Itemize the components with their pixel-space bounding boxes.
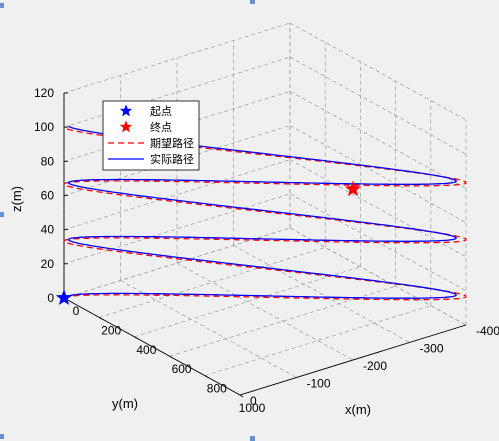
- y-tick-label: -400: [476, 324, 499, 338]
- gridline-z-left-wall: [63, 125, 291, 196]
- gridline-z-left-wall: [63, 56, 291, 128]
- gridline-z-back-wall: [289, 159, 467, 257]
- y-axis-label: y(m): [112, 396, 138, 411]
- series-line-expected-path: [63, 126, 467, 301]
- gridline-y-floor: [289, 227, 467, 326]
- floor-edge-right: [239, 324, 467, 396]
- x-axis-line: [63, 297, 241, 396]
- x-tick-label: 200: [101, 323, 121, 337]
- gridline-x-floor: [63, 227, 291, 299]
- gridline-y-floor: [233, 245, 410, 343]
- y-tick-label: 0: [250, 394, 257, 408]
- gridline-z-back-wall: [289, 91, 467, 189]
- legend-label: 终点: [150, 120, 172, 134]
- gridline-z-left-wall: [63, 159, 291, 231]
- start-point-marker: [55, 289, 73, 306]
- series-layer: [63, 125, 467, 301]
- resize-handle-top[interactable]: [250, 0, 255, 4]
- resize-handle-left[interactable]: [0, 212, 4, 217]
- legend-label: 起点: [150, 105, 172, 118]
- x-axis-label: x(m): [345, 402, 371, 417]
- z-tick-label: 0: [47, 291, 54, 305]
- y-tick-label: -200: [363, 359, 387, 373]
- gridline-x-floor: [204, 305, 431, 376]
- tick-labels: 020040060080010000-100-200-300-400020406…: [34, 86, 499, 415]
- gridline-x-floor: [99, 247, 326, 318]
- x-tick-label: 800: [207, 382, 227, 396]
- z-tick-label: 100: [34, 120, 54, 134]
- z-tick-label: 80: [41, 154, 55, 168]
- series-line-actual-path: [67, 125, 457, 299]
- gridline-z-left-wall: [63, 22, 291, 94]
- x-tick-label: 400: [136, 343, 156, 357]
- gridline-x-floor: [134, 266, 361, 338]
- x-tick-label: 600: [172, 362, 192, 376]
- z-tick-label: 40: [41, 223, 55, 237]
- x-tick-mark: [98, 317, 103, 320]
- legend-start-marker: [119, 104, 133, 117]
- x-tick-label: 0: [73, 304, 80, 318]
- x-tick-mark: [204, 375, 209, 378]
- end-point-marker: [344, 180, 362, 197]
- x-tick-mark: [169, 355, 173, 359]
- gridline-z-back-wall: [289, 22, 467, 121]
- legend-end-marker: [119, 120, 133, 133]
- z-tick-label: 120: [34, 86, 54, 100]
- resize-handle-bottom[interactable]: [250, 436, 255, 441]
- legend-label: 期望路径: [150, 137, 194, 150]
- markers-layer: [55, 180, 362, 306]
- gridline-y-floor: [176, 262, 354, 361]
- z-tick-label: 20: [41, 257, 55, 271]
- figure-resize-handles[interactable]: [0, 0, 255, 441]
- gridline-y-floor: [120, 280, 297, 378]
- z-tick-label: 60: [41, 189, 55, 203]
- resize-handle-bottom-left[interactable]: [0, 434, 4, 439]
- x-tick-mark: [239, 394, 244, 398]
- y-tick-label: -300: [420, 342, 444, 356]
- gridline-z-left-wall: [63, 193, 291, 265]
- x-tick-label: 1000: [239, 401, 266, 415]
- x-tick-mark: [134, 336, 138, 340]
- resize-handle-top-left[interactable]: [0, 3, 4, 8]
- legend-label: 实际路径: [150, 152, 194, 166]
- gridline-z-back-wall: [289, 56, 467, 155]
- z-axis-label: z(m): [9, 186, 24, 212]
- gridline-z-left-wall: [63, 90, 291, 162]
- gridline-z-back-wall: [289, 125, 467, 223]
- y-tick-label: -100: [307, 377, 331, 391]
